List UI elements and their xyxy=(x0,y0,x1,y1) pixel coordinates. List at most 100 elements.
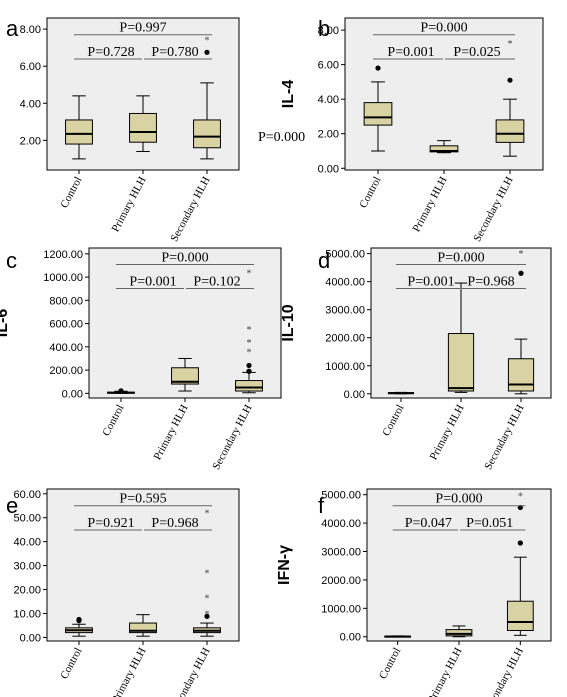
p-value-label: P=0.921 xyxy=(87,516,134,531)
extreme-point: * xyxy=(205,594,210,605)
box-iqr xyxy=(235,380,263,392)
panel-letter: a xyxy=(6,16,19,41)
y-tick-label: 2.00 xyxy=(20,135,41,147)
outlier-point xyxy=(517,540,523,546)
y-tick-label: 50.00 xyxy=(13,513,41,525)
outlier-point xyxy=(375,65,381,71)
outlier-point xyxy=(507,77,513,83)
box-iqr xyxy=(506,600,534,631)
box-iqr xyxy=(171,367,199,385)
p-value-label: P=0.000 xyxy=(420,21,467,36)
y-tick-label: 800.00 xyxy=(49,295,83,307)
y-tick-label: 2000.00 xyxy=(321,575,361,587)
outlier-point xyxy=(246,368,252,374)
x-category-label: Control xyxy=(58,175,84,210)
p-value-label: P=0.051 xyxy=(466,516,513,531)
y-tick-label: 1000.00 xyxy=(43,272,83,284)
y-tick-label: 6.00 xyxy=(318,60,339,72)
box-iqr xyxy=(363,102,393,126)
panel-b: b IL-4 0.00 2.00 4.00 6.00 8.00 Control Primary … xyxy=(280,16,544,244)
x-category-label: Primary HLH xyxy=(428,403,467,462)
p-value-label: P=0.000 xyxy=(437,251,484,266)
x-category-label: Primary HLH xyxy=(426,646,465,697)
box-iqr xyxy=(129,622,157,634)
p-value-label: P=0.997 xyxy=(119,21,166,36)
extreme-point: * xyxy=(205,35,210,46)
y-tick-label: 4000.00 xyxy=(321,518,361,530)
extreme-point: * xyxy=(519,249,524,260)
panel-letter: c xyxy=(6,248,17,273)
panel-e: eTNF-α0.0010.0020.0030.0040.0050.0060.00… xyxy=(6,488,240,697)
x-category-label: Control xyxy=(377,646,403,681)
p-value-label: P=0.595 xyxy=(119,492,166,507)
y-tick-label: 2000.00 xyxy=(325,333,365,345)
outlier-point xyxy=(204,613,210,619)
y-axis-label: IFN-γ xyxy=(276,545,293,585)
y-tick-label: 20.00 xyxy=(13,585,41,597)
box-iqr xyxy=(447,333,475,392)
panel-c: c IL-6 0.00 200.00 400.00 600.00 800.00 1000.00… xyxy=(0,247,282,472)
extreme-point: * xyxy=(247,268,252,279)
y-tick-label: 5000.00 xyxy=(325,249,365,261)
y-tick-label: 200.00 xyxy=(49,365,83,377)
p-value-label: P=0.728 xyxy=(87,45,134,60)
x-category-label: Control xyxy=(100,403,126,438)
y-tick-label: 8.00 xyxy=(20,24,41,36)
x-category-label: Primary HLH xyxy=(110,646,149,697)
y-tick-label: 0.00 xyxy=(318,163,339,175)
x-category-label: Secondary HLH xyxy=(210,403,254,472)
y-tick-label: 40.00 xyxy=(13,537,41,549)
y-tick-label: 3000.00 xyxy=(321,547,361,559)
y-axis-label: IL-6 xyxy=(0,309,11,338)
p-value-label: P=0.968 xyxy=(467,275,514,290)
y-tick-label: 3000.00 xyxy=(325,305,365,317)
box-iqr xyxy=(495,119,525,143)
x-category-label: Secondary HLH xyxy=(168,646,212,697)
p-value-label: P=0.102 xyxy=(193,275,240,290)
extreme-point: * xyxy=(205,509,210,520)
x-category-label: Secondary HLH xyxy=(471,175,515,244)
y-tick-label: 1200.00 xyxy=(43,249,83,261)
y-tick-label: 0.00 xyxy=(62,388,83,400)
x-category-label: Control xyxy=(380,403,406,438)
box-iqr xyxy=(129,112,157,143)
x-category-label: Control xyxy=(357,175,383,210)
y-tick-label: 0.00 xyxy=(344,389,365,401)
x-category-label: Primary HLH xyxy=(110,175,149,234)
panel-letter: d xyxy=(318,248,330,273)
panel-letter: f xyxy=(318,493,325,518)
x-category-label: Secondary HLH xyxy=(168,175,212,244)
extreme-point: * xyxy=(205,609,210,620)
y-tick-label: 4000.00 xyxy=(325,277,365,289)
x-category-label: Secondary HLH xyxy=(482,403,526,472)
y-tick-label: 30.00 xyxy=(13,561,41,573)
y-axis-label: IL-4 xyxy=(280,80,297,109)
stray-p-value-label: P=0.000 xyxy=(258,130,305,145)
outlier-point xyxy=(518,270,524,276)
p-value-label: P=0.001 xyxy=(387,45,434,60)
panel-letter: e xyxy=(6,493,18,518)
p-value-label: P=0.000 xyxy=(161,251,208,266)
x-category-label: Secondary HLH xyxy=(482,646,526,697)
y-tick-label: 1000.00 xyxy=(321,603,361,615)
outlier-point xyxy=(204,49,210,55)
y-tick-label: 8.00 xyxy=(318,25,339,37)
p-value-label: P=0.780 xyxy=(151,45,198,60)
x-category-label: Control xyxy=(58,646,84,681)
y-tick-label: 6.00 xyxy=(20,61,41,73)
extreme-point: * xyxy=(247,325,252,336)
p-value-label: P=0.000 xyxy=(435,492,482,507)
y-tick-label: 5000.00 xyxy=(321,490,361,502)
p-value-label: P=0.047 xyxy=(405,516,452,531)
y-tick-label: 1000.00 xyxy=(325,361,365,373)
y-tick-label: 4.00 xyxy=(20,98,41,110)
extreme-point: * xyxy=(205,569,210,580)
panel-f: f IFN-γ 0.00 1000.00 2000.00 3000.00 4000.00 50… xyxy=(276,488,552,697)
y-axis-label: IL-10 xyxy=(280,304,297,341)
p-value-label: P=0.001 xyxy=(129,275,176,290)
p-value-label: P=0.025 xyxy=(453,45,500,60)
y-tick-label: 600.00 xyxy=(49,319,83,331)
p-value-label: P=0.968 xyxy=(151,516,198,531)
extreme-point: * xyxy=(247,347,252,358)
